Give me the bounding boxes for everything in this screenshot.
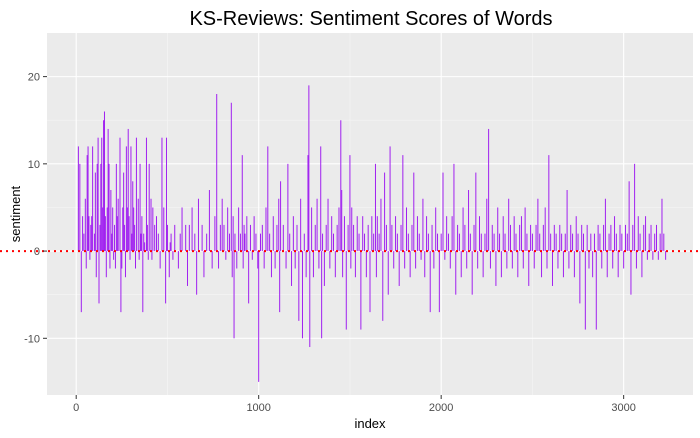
y-axis-ticks: -10 0 10 20 — [24, 72, 47, 345]
x-tick-label: 3000 — [611, 402, 635, 414]
x-tick-label: 0 — [73, 402, 79, 414]
x-axis-title: index — [354, 416, 386, 431]
plot-panel — [47, 33, 693, 395]
y-tick-label: 10 — [28, 159, 40, 171]
x-axis-ticks: 0 1000 2000 3000 — [73, 395, 636, 414]
x-tick-label: 1000 — [246, 402, 270, 414]
y-tick-label: 0 — [34, 246, 40, 258]
sentiment-bars — [77, 85, 667, 382]
y-tick-label: -10 — [24, 333, 40, 345]
chart-title: KS-Reviews: Sentiment Scores of Words — [189, 8, 552, 30]
y-tick-label: 20 — [28, 72, 40, 84]
x-tick-label: 2000 — [429, 402, 453, 414]
y-axis-title: sentiment — [8, 185, 23, 242]
